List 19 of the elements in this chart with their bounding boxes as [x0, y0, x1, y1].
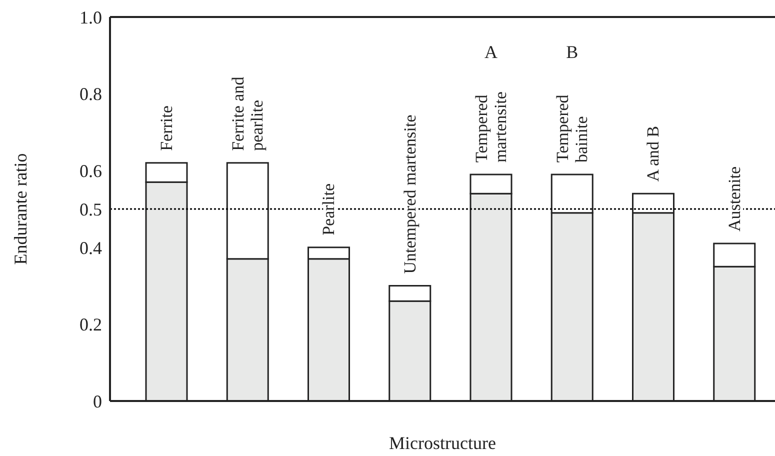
y-tick-label: 1.0: [80, 7, 102, 28]
y-tick-label: 0.4: [80, 238, 102, 258]
y-tick-label: 0: [93, 391, 102, 412]
x-tick-label: Ferrite: [157, 106, 176, 151]
x-tick-label: Ferrite and pearlite: [228, 76, 267, 151]
y-tick-label: 0.2: [80, 314, 102, 335]
x-tick-label: Untempered martensite: [400, 114, 420, 274]
x-tick-label: Tempered martensite: [472, 92, 510, 162]
x-tick-label: Austenite: [724, 166, 744, 232]
annotation: A: [484, 42, 498, 62]
annotation: B: [566, 42, 578, 62]
x-tick-label: Tempered bainite: [553, 94, 592, 162]
y-tick-label: 0.6: [80, 160, 102, 181]
y-axis-title: Endurante ratio: [10, 153, 30, 265]
x-axis-title: Microstructure: [389, 433, 496, 453]
y-tick-label: 0.5: [80, 199, 102, 220]
x-tick-label: Pearlite: [319, 183, 338, 236]
y-tick-label: 0.8: [80, 84, 102, 104]
x-tick-label: A and B: [644, 126, 663, 182]
